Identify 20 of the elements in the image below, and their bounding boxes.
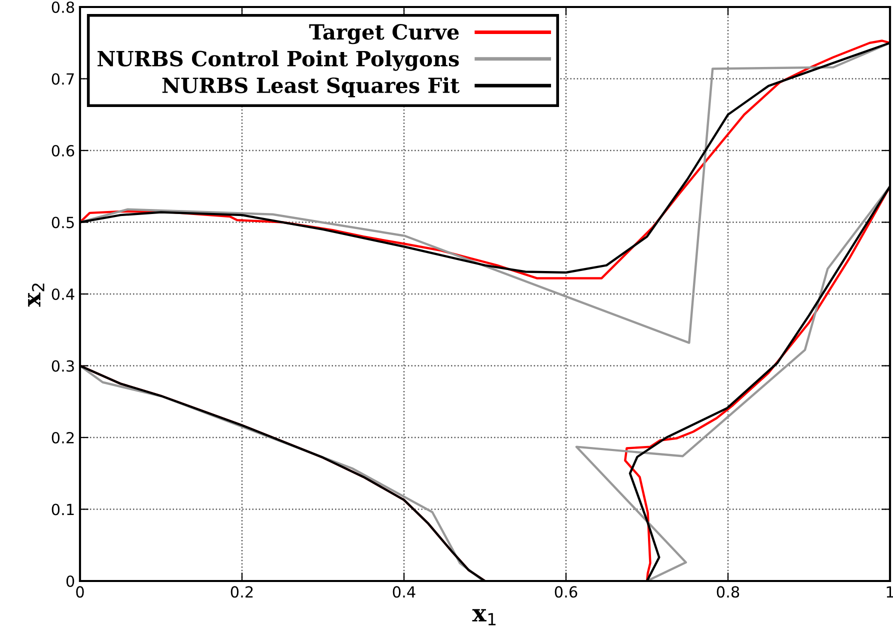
x-axis-title: x$_{1}$ <box>472 609 496 626</box>
y-tick-label: 0.7 <box>52 73 74 85</box>
legend-label: Target Curve <box>309 24 459 44</box>
y-tick-label: 0.4 <box>52 288 74 300</box>
x-tick-label: 0 <box>76 586 84 598</box>
legend-label: NURBS Control Point Polygons <box>98 50 459 71</box>
x-tick-label: 0.2 <box>230 586 253 598</box>
legend-label: NURBS Least Squares Fit <box>162 77 460 98</box>
y-axis-title: x$_{2}$ <box>28 284 44 307</box>
y-tick-label: 0.8 <box>52 1 74 14</box>
y-tick-label: 0.5 <box>52 216 74 228</box>
x-tick-label: 0.4 <box>392 586 416 598</box>
x-tick-label: 0.8 <box>716 586 740 598</box>
x-tick-label: 1 <box>886 586 893 598</box>
y-tick-label: 0.3 <box>52 360 74 372</box>
y-tick-label: 0.6 <box>52 144 74 157</box>
y-tick-label: 0.2 <box>52 432 74 444</box>
y-tick-label: 0.1 <box>52 504 74 516</box>
x-tick-label: 0.6 <box>554 586 578 598</box>
y-tick-label: 0 <box>66 575 74 588</box>
